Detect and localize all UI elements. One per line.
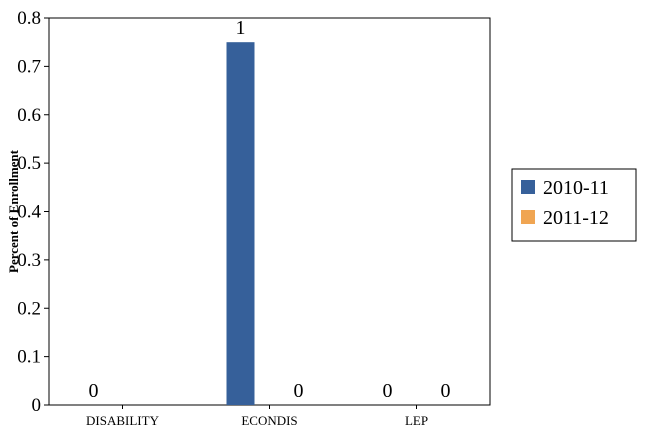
y-tick-label: 0.4 xyxy=(17,202,41,223)
legend-swatch xyxy=(521,210,535,224)
data-labels-group: 0 1 0 0 0 xyxy=(89,17,451,402)
x-category-label: DISABILITY xyxy=(86,413,160,428)
y-tick-label: 0 xyxy=(32,395,42,416)
x-axis: DISABILITY ECONDIS LEP xyxy=(86,405,428,428)
y-tick-label: 0.5 xyxy=(17,153,41,174)
data-label: 0 xyxy=(383,380,393,402)
data-label: 0 xyxy=(441,380,451,402)
legend: 2010-11 2011-12 xyxy=(511,168,637,242)
y-tick-label: 0.7 xyxy=(17,56,41,77)
bar xyxy=(226,42,255,405)
y-tick-label: 0.1 xyxy=(17,347,41,368)
y-tick-label: 0.8 xyxy=(17,8,41,29)
x-category-label: ECONDIS xyxy=(241,413,297,428)
y-tick-label: 0.2 xyxy=(17,298,41,319)
y-axis-label: Percent of Enrollment xyxy=(6,149,21,273)
plot-frame xyxy=(48,17,491,406)
bars-group xyxy=(226,42,255,405)
plot-area xyxy=(48,17,491,406)
x-category-label: LEP xyxy=(405,413,428,428)
y-tick-label: 0.6 xyxy=(17,105,41,126)
data-label: 0 xyxy=(89,380,99,402)
y-tick-label: 0.3 xyxy=(17,250,41,271)
legend-label: 2011-12 xyxy=(543,207,609,229)
y-axis: 0 0.1 0.2 0.3 0.4 0.5 0.6 0.7 0.8 xyxy=(17,8,49,416)
data-label: 0 xyxy=(294,380,304,402)
legend-swatch xyxy=(521,180,535,194)
legend-label: 2010-11 xyxy=(543,177,609,199)
data-label: 1 xyxy=(236,17,246,39)
